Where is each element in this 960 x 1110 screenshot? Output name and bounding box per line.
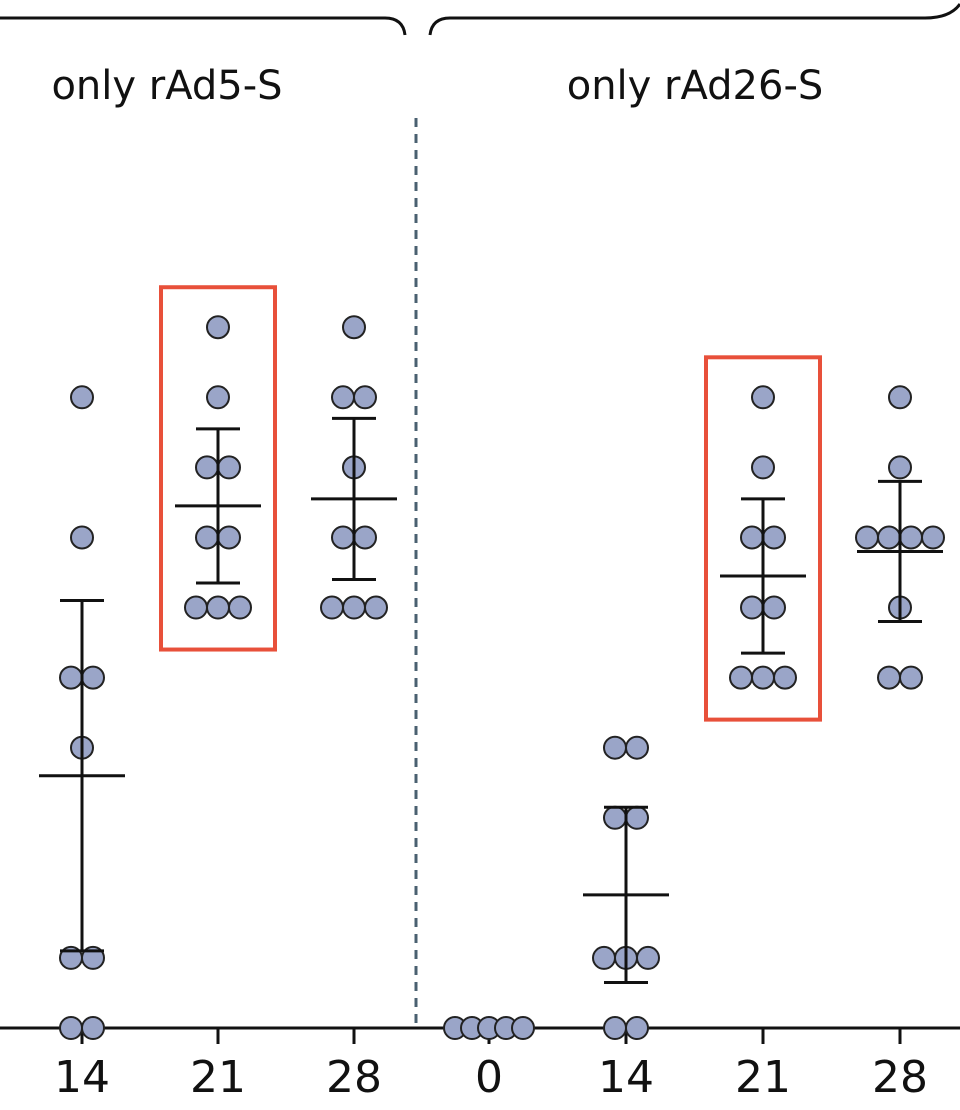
- highlight-box: [704, 355, 822, 722]
- dot: [217, 525, 241, 550]
- dot: [877, 665, 901, 690]
- dot: [603, 735, 627, 760]
- dot: [70, 385, 94, 410]
- dot: [511, 1016, 535, 1040]
- dot: [636, 945, 660, 970]
- dot: [217, 455, 241, 480]
- dot: [81, 1016, 105, 1040]
- dot: [921, 525, 945, 550]
- dot: [625, 805, 649, 830]
- dot: [353, 385, 377, 410]
- x-tick-label: 14: [598, 1052, 654, 1103]
- dot: [762, 595, 786, 620]
- dot: [184, 595, 208, 620]
- dot: [877, 525, 901, 550]
- dot: [740, 525, 764, 550]
- dot: [751, 455, 775, 480]
- dot: [855, 525, 879, 550]
- dot: [331, 385, 355, 410]
- dot: [195, 525, 219, 550]
- dot: [773, 665, 797, 690]
- x-tick-label: 21: [735, 1052, 791, 1103]
- panel-title: only rAd5-S: [51, 63, 282, 109]
- dot: [729, 665, 753, 690]
- dot: [353, 525, 377, 550]
- x-tick-label: 28: [872, 1052, 928, 1103]
- dot: [603, 1016, 627, 1040]
- dot: [206, 315, 230, 340]
- dot: [331, 525, 355, 550]
- x-tick-label: 0: [475, 1052, 503, 1103]
- dot: [625, 735, 649, 760]
- dot: [625, 1016, 649, 1040]
- dot: [762, 525, 786, 550]
- panel-title: only rAd26-S: [567, 63, 824, 109]
- dot: [320, 595, 344, 620]
- dot: [342, 595, 366, 620]
- dot: [899, 665, 923, 690]
- brace: [0, 3, 960, 36]
- highlight-box: [159, 285, 277, 652]
- dot: [740, 595, 764, 620]
- dot: [70, 525, 94, 550]
- dot: [364, 595, 388, 620]
- x-tick-label: 28: [326, 1052, 382, 1103]
- dot: [342, 315, 366, 340]
- dot: [59, 1016, 83, 1040]
- dot: [888, 385, 912, 410]
- dot: [888, 455, 912, 480]
- dot: [603, 805, 627, 830]
- x-tick-label: 14: [54, 1052, 110, 1103]
- dot: [195, 455, 219, 480]
- dot: [592, 945, 616, 970]
- dot: [751, 385, 775, 410]
- x-tick-label: 21: [190, 1052, 246, 1103]
- dot: [206, 385, 230, 410]
- dot: [228, 595, 252, 620]
- dot: [59, 665, 83, 690]
- dot: [81, 665, 105, 690]
- dot: [206, 595, 230, 620]
- dot: [751, 665, 775, 690]
- dot: [899, 525, 923, 550]
- dot: [81, 945, 105, 970]
